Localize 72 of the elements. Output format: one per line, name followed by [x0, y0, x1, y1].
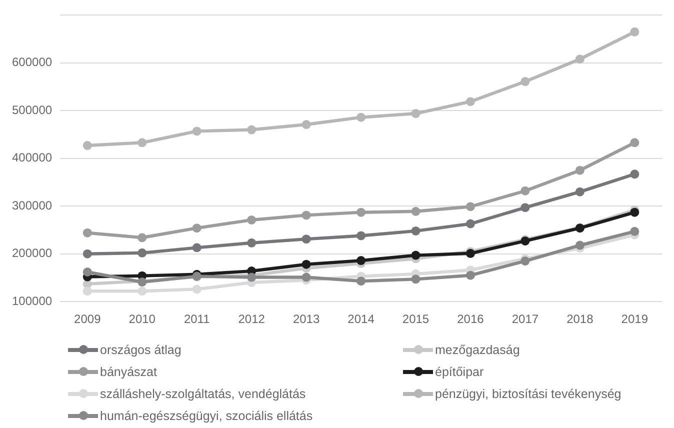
- point: [520, 203, 530, 212]
- point: [302, 120, 311, 130]
- point: [302, 260, 311, 269]
- point: [356, 256, 366, 266]
- point: [247, 125, 256, 134]
- legend-label: humán-egészségügyi, szociális ellátás: [100, 408, 313, 422]
- point: [630, 208, 640, 217]
- x-tick-label: 2017: [512, 312, 539, 326]
- point: [302, 210, 311, 220]
- point: [411, 274, 420, 284]
- point: [247, 238, 256, 248]
- point: [356, 208, 366, 217]
- point: [356, 112, 366, 122]
- point: [520, 77, 530, 86]
- point: [82, 228, 92, 238]
- legend-label: építőipar: [435, 364, 484, 378]
- x-tick-label: 2019: [621, 312, 648, 326]
- point: [466, 219, 475, 228]
- x-tick-label: 2013: [292, 312, 320, 326]
- x-tick-label: 2014: [348, 312, 375, 326]
- point: [138, 138, 147, 148]
- point: [82, 141, 92, 150]
- point: [630, 138, 640, 148]
- x-tick-label: 2011: [184, 312, 210, 326]
- y-tick-label: 200000: [12, 246, 52, 260]
- x-tick-label: 2010: [128, 312, 156, 326]
- point: [356, 276, 366, 286]
- point: [630, 27, 640, 36]
- point: [192, 126, 202, 136]
- legend-label: mezőgazdaság: [435, 342, 520, 356]
- point: [466, 270, 475, 280]
- point: [247, 215, 256, 224]
- point: [356, 231, 366, 240]
- point: [302, 272, 311, 282]
- x-tick-label: 2015: [402, 312, 430, 326]
- point: [575, 54, 584, 64]
- y-tick-label: 400000: [12, 150, 52, 165]
- point: [520, 256, 530, 266]
- legend-label: bányászat: [100, 364, 157, 378]
- point: [411, 250, 420, 260]
- x-tick-label: 2018: [566, 312, 594, 326]
- point: [630, 226, 640, 236]
- point: [411, 206, 420, 216]
- point: [138, 286, 147, 296]
- y-tick-label: 600000: [12, 55, 52, 70]
- point: [138, 248, 147, 258]
- point: [520, 186, 530, 196]
- point: [575, 166, 584, 175]
- point: [192, 284, 202, 294]
- point: [82, 249, 92, 258]
- point: [302, 234, 311, 244]
- point: [411, 226, 420, 236]
- point: [466, 202, 475, 212]
- point: [411, 109, 420, 118]
- point: [575, 240, 584, 250]
- point: [192, 224, 202, 233]
- point: [82, 286, 92, 296]
- legend-label: szálláshely-szolgáltatás, vendéglátás: [100, 386, 306, 400]
- point: [466, 97, 475, 106]
- legend-label: országos átlag: [100, 342, 182, 356]
- legend-label: pénzügyi, biztosítási tevékenység: [435, 386, 622, 400]
- y-tick-label: 500000: [12, 102, 52, 117]
- x-tick-label: 2016: [457, 312, 484, 326]
- x-tick-label: 2012: [238, 312, 266, 326]
- y-tick-label: 300000: [12, 198, 52, 212]
- point: [630, 170, 640, 179]
- x-tick-label: 2009: [74, 312, 102, 326]
- point: [192, 243, 202, 252]
- point: [138, 233, 147, 242]
- point: [82, 268, 92, 277]
- point: [575, 187, 584, 196]
- y-tick-label: 100000: [12, 294, 52, 308]
